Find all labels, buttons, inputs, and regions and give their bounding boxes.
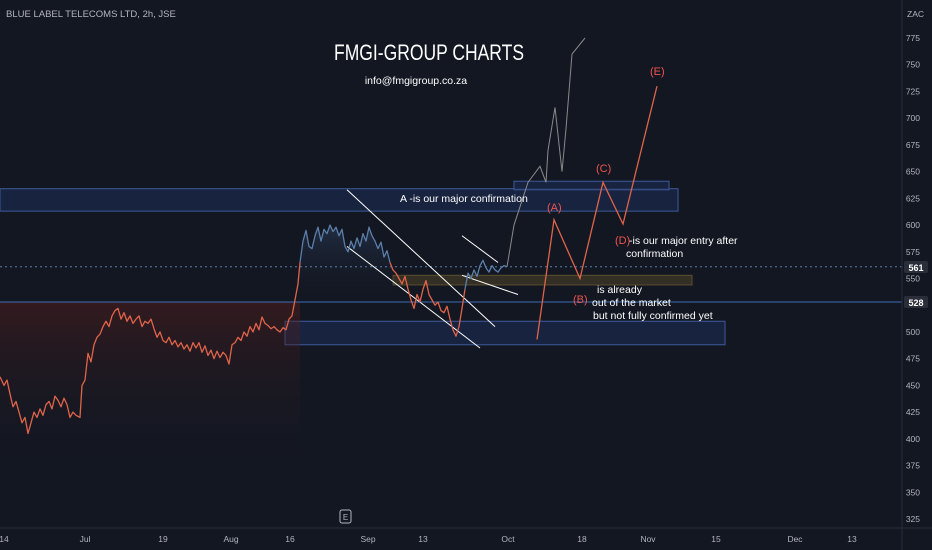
email-text: info@fmgigroup.co.za	[365, 75, 467, 87]
x-tick-label: Oct	[501, 534, 515, 544]
price-line-bear-2	[389, 262, 466, 337]
y-tick-label: 700	[906, 113, 920, 123]
x-tick-label: Dec	[787, 534, 803, 544]
y-tick-label: 500	[906, 327, 920, 337]
y-tick-label: 375	[906, 461, 920, 471]
channel-line	[346, 189, 496, 327]
projection-path	[506, 37, 586, 267]
elliott-wave-path	[536, 85, 658, 340]
wave-label-b: (B)	[573, 294, 588, 306]
event-marker[interactable]: E	[339, 509, 352, 524]
channel-line	[461, 235, 499, 263]
x-tick-label: Jul	[80, 534, 91, 544]
entry-note-line1: -is our major entry after	[629, 235, 738, 247]
confirmation-note: A -is our major confirmation	[400, 193, 528, 205]
y-tick-label: 450	[906, 380, 920, 390]
x-tick-label: 18	[577, 534, 587, 544]
x-tick-label: Aug	[223, 534, 238, 544]
y-tick-label: 575	[906, 247, 920, 257]
y-tick-label: 600	[906, 220, 920, 230]
price-line-bull-2	[464, 259, 508, 290]
x-tick-label: 16	[285, 534, 295, 544]
wave-label-c: (C)	[596, 163, 611, 175]
wave-label-d: (D)	[615, 235, 630, 247]
y-tick-label: 650	[906, 167, 920, 177]
event-marker-box	[339, 509, 352, 524]
y-tick-label: 550	[906, 274, 920, 284]
level-price-badge	[904, 296, 928, 308]
wave-label-e: (E)	[650, 66, 665, 78]
x-tick-label: 15	[711, 534, 721, 544]
y-tick-label: 325	[906, 514, 920, 524]
price-line-bear	[0, 262, 301, 435]
x-tick-label: 13	[418, 534, 428, 544]
x-tick-label: 14	[0, 534, 9, 544]
price-line-layer	[0, 224, 508, 435]
price-zone	[513, 180, 670, 191]
event-marker-icon: E	[343, 513, 348, 522]
time-scale[interactable]: 14 Jul 19 Aug 16 Sep 13 Oct 18 Nov 15 Dec 13	[0, 527, 932, 544]
currency-label: ZAC	[907, 9, 924, 19]
wave-label-a: (A)	[547, 202, 562, 214]
x-tick-label: 13	[847, 534, 857, 544]
x-tick-label: Nov	[640, 534, 656, 544]
chart-title: FMGI-GROUP CHARTS	[334, 40, 524, 65]
price-scale[interactable]: ZAC 325350375400425450475500525550575600…	[901, 0, 928, 550]
zones-layer	[0, 180, 726, 346]
area-fill-layer	[0, 225, 393, 473]
price-line-bull	[299, 224, 391, 263]
b-note-line3: but not fully confirmed yet	[593, 310, 713, 322]
price-zone	[392, 274, 693, 286]
y-tick-label: 475	[906, 354, 920, 364]
symbol-header: BLUE LABEL TELECOMS LTD, 2h, JSE	[6, 9, 176, 20]
y-tick-label: 725	[906, 86, 920, 96]
price-zone	[284, 320, 726, 346]
current-price-badge	[904, 261, 928, 273]
price-zone	[0, 188, 679, 212]
b-note-line2: out of the market	[592, 297, 671, 309]
x-tick-label: 19	[158, 534, 168, 544]
y-tick-label: 350	[906, 487, 920, 497]
wave-path-layer	[506, 37, 658, 340]
bear-area-fill	[0, 302, 300, 473]
x-tick-label: Sep	[360, 534, 375, 544]
y-tick-label: 400	[906, 434, 920, 444]
y-tick-label: 750	[906, 60, 920, 70]
y-tick-label: 425	[906, 407, 920, 417]
current-price-value: 561	[908, 263, 923, 273]
bull-area-fill	[298, 225, 393, 303]
horizontal-lines-layer	[0, 266, 902, 303]
y-tick-label: 625	[906, 193, 920, 203]
level-price-value: 528	[908, 298, 923, 308]
y-tick-label: 775	[906, 33, 920, 43]
y-tick-label: 675	[906, 140, 920, 150]
b-note-line1: is already	[597, 284, 643, 296]
entry-note-line2: confirmation	[626, 248, 683, 260]
